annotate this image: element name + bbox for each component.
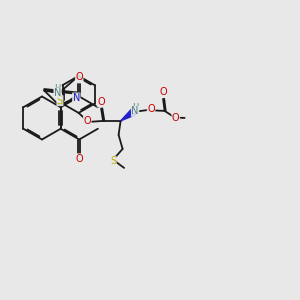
Text: O: O [97,97,105,107]
Text: S: S [110,156,116,167]
Text: H: H [132,103,138,112]
Text: S: S [57,96,63,106]
Text: O: O [172,113,180,123]
Text: N: N [131,106,139,116]
Text: O: O [83,116,91,126]
Text: N: N [54,88,61,98]
Text: O: O [75,154,83,164]
Polygon shape [121,109,136,121]
Text: H: H [54,84,61,93]
Text: N: N [73,93,80,103]
Text: O: O [147,104,155,114]
Text: O: O [159,87,167,98]
Text: O: O [75,72,83,82]
